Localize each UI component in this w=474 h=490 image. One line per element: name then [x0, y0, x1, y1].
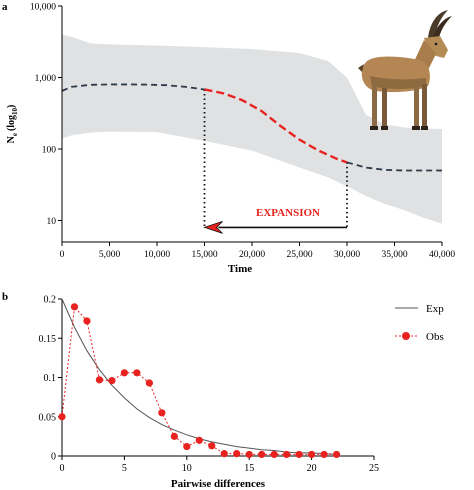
x-tick-label-b: 0 [60, 463, 65, 474]
svg-text:Ne(log10): Ne (log10) [6, 105, 19, 144]
y-tick-label-b: 0.2 [44, 295, 57, 306]
obs-point [70, 303, 79, 311]
legend: Exp Obs [395, 303, 444, 343]
y-ticks: 10 100 1,000 10,000 [30, 3, 62, 227]
x-ticks: 0 5,000 10,000 15,000 20,000 25,000 30,000 35,0… [60, 242, 455, 260]
obs-line [61, 305, 337, 455]
panel-a: a EXPANSION 0 5,000 10,000 15,000 20,000 25,0… [2, 1, 455, 275]
obs-point [195, 436, 203, 444]
obs-point [133, 369, 141, 377]
y-tick-label: 1,000 [35, 74, 57, 84]
obs-point [295, 450, 303, 459]
y-tick-label: 100 [42, 145, 57, 155]
panel-b: b 0 5 10 15 20 25 0 0.05 0.1 0.15 0.2 Pairwise di… [2, 291, 444, 490]
x-tick-label: 25,000 [286, 250, 312, 260]
expansion-label: EXPANSION [256, 207, 320, 219]
panel-a-label: a [2, 1, 8, 13]
median-line [346, 161, 442, 172]
x-axis-label: Time [228, 263, 252, 275]
x-tick-label: 20,000 [239, 250, 265, 260]
x-tick-label-b: 5 [122, 463, 127, 474]
ibex-image [358, 10, 452, 130]
panel-b-label: b [2, 291, 8, 303]
y-label-paren: (log [6, 115, 17, 131]
exp-series [61, 298, 337, 455]
x-tick-label: 15,000 [191, 250, 217, 260]
y-tick-label-b: 0 [51, 452, 56, 463]
obs-point [95, 376, 104, 384]
x-ticks-b: 0 5 10 15 20 25 [60, 456, 379, 474]
x-tick-label: 0 [60, 250, 65, 260]
obs-point [220, 450, 228, 458]
x-tick-label: 5,000 [99, 250, 121, 260]
expansion-boundary-lines [203, 89, 348, 228]
obs-point [183, 442, 191, 451]
x-axis-label-b: Pairwise differences [171, 478, 266, 490]
y-tick-label: 10,000 [30, 3, 56, 13]
obs-point [283, 450, 291, 459]
y-label-paren-close: ) [6, 105, 17, 108]
x-tick-label-b: 20 [307, 463, 317, 474]
x-tick-label-b: 15 [244, 463, 254, 474]
obs-point [145, 379, 153, 387]
y-tick-label: 10 [47, 217, 57, 227]
obs-point [332, 450, 341, 459]
y-axis-label: Ne (log10) [6, 105, 19, 144]
obs-point [170, 432, 178, 440]
legend-exp-label: Exp [426, 303, 444, 315]
obs-point [58, 413, 66, 421]
obs-point [320, 450, 328, 459]
y-tick-label-b: 0.1 [44, 373, 57, 384]
obs-series [58, 303, 341, 459]
obs-point [83, 317, 91, 325]
expansion-arrow [203, 221, 347, 234]
obs-point [120, 369, 128, 377]
y-tick-label-b: 0.15 [39, 334, 57, 345]
x-tick-label: 30,000 [334, 250, 360, 260]
x-tick-label: 35,000 [381, 250, 407, 260]
x-tick-label-b: 10 [182, 463, 192, 474]
exp-line [61, 298, 337, 455]
x-tick-label: 40,000 [429, 250, 455, 260]
obs-point [245, 450, 253, 459]
obs-point [208, 442, 216, 450]
x-tick-label: 10,000 [144, 250, 170, 260]
expansion-line [204, 88, 348, 164]
legend-obs-marker [402, 332, 410, 340]
y-label-main: N [6, 135, 17, 143]
obs-point [270, 450, 278, 459]
median-lines [61, 83, 442, 172]
legend-obs-label: Obs [426, 331, 444, 343]
obs-point [308, 450, 316, 459]
y-tick-label-b: 0.05 [39, 412, 57, 423]
y-ticks-b: 0 0.05 0.1 0.15 0.2 [39, 295, 62, 463]
y-label-paren-sub: 10 [11, 107, 19, 115]
arrow-head [203, 221, 223, 234]
y-label-sub: e [11, 133, 19, 136]
obs-point [233, 450, 241, 458]
obs-point [258, 450, 266, 459]
obs-point [158, 409, 166, 417]
x-tick-label-b: 25 [369, 463, 379, 474]
obs-point [108, 377, 116, 385]
